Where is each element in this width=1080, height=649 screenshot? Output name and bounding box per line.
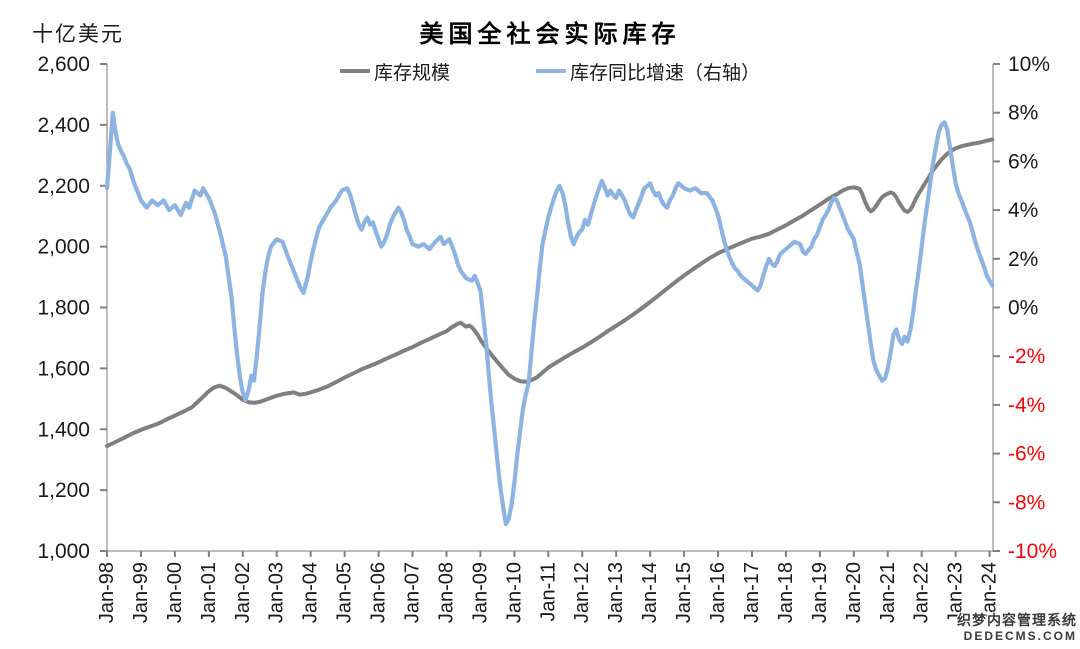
- x-axis-tick-label: Jan-06: [368, 562, 390, 623]
- right-axis-tick-label: -4%: [1008, 394, 1045, 417]
- x-axis-tick-label: Jan-24: [979, 562, 1001, 623]
- right-axis-tick-label: -10%: [1008, 540, 1057, 563]
- left-axis-tick-label: 2,600: [37, 53, 90, 76]
- x-axis-tick-label: Jan-23: [945, 562, 967, 623]
- left-axis-unit-label: 十亿美元: [32, 23, 124, 46]
- x-axis-tick-label: Jan-21: [877, 562, 899, 623]
- legend-item-yoy-growth: 库存同比增速（右轴）: [536, 58, 760, 85]
- x-axis-tick-label: Jan-12: [571, 562, 593, 623]
- series-line-inventory-level: [105, 137, 995, 448]
- gray-line-swatch-icon: [339, 69, 370, 73]
- right-axis-tick-label: -8%: [1008, 491, 1045, 514]
- legend-label-inventory-level: 库存规模: [373, 62, 450, 84]
- right-axis-tick-label: 10%: [1008, 53, 1050, 76]
- chart-legend: 库存规模 库存同比增速（右轴）: [107, 58, 993, 84]
- x-axis-tick-label: Jan-10: [503, 562, 525, 623]
- x-axis-tick-label: Jan-08: [435, 562, 457, 623]
- legend-item-inventory-level: 库存规模: [339, 58, 450, 85]
- x-axis-tick-label: Jan-13: [605, 562, 627, 623]
- x-axis-tick-label: Jan-07: [402, 562, 424, 623]
- left-axis-tick-label: 1,800: [37, 297, 90, 320]
- x-axis-tick-label: Jan-11: [537, 562, 559, 622]
- blue-line-swatch-icon: [536, 69, 566, 73]
- left-axis-tick-label: 1,400: [37, 418, 90, 441]
- x-axis-tick-label: Jan-17: [741, 562, 763, 623]
- x-axis-tick-label: Jan-09: [469, 562, 491, 623]
- x-axis-tick-label: Jan-20: [843, 562, 865, 623]
- x-axis-tick-label: Jan-14: [639, 562, 661, 623]
- left-axis-tick-label: 2,400: [37, 114, 90, 137]
- series-line-yoy-growth: [104, 110, 995, 527]
- right-axis-tick-label: 4%: [1008, 199, 1038, 222]
- x-axis-tick-label: Jan-99: [130, 562, 152, 623]
- watermark-en-text: DEDECMS.COM: [963, 629, 1077, 643]
- x-axis-tick-label: Jan-03: [266, 562, 288, 623]
- x-axis-tick-label: Jan-01: [198, 562, 220, 623]
- x-axis-tick-label: Jan-19: [809, 562, 831, 623]
- right-axis-tick-label: -2%: [1008, 345, 1045, 368]
- chart-title: 美国全社会实际库存: [419, 21, 681, 48]
- legend-label-yoy-growth: 库存同比增速（右轴）: [570, 62, 761, 84]
- right-axis-tick-label: -6%: [1008, 443, 1045, 466]
- left-axis-tick-label: 1,000: [37, 540, 90, 563]
- right-axis-tick-label: 2%: [1008, 248, 1038, 271]
- left-axis-tick-label: 2,200: [37, 175, 90, 198]
- watermark-cn-text: 织梦内容管理系统: [957, 611, 1077, 628]
- right-axis-tick-label: 0%: [1008, 297, 1038, 320]
- right-axis-tick-label: 8%: [1008, 102, 1038, 125]
- left-axis-tick-label: 1,200: [37, 479, 90, 502]
- x-axis-tick-label: Jan-00: [164, 562, 186, 623]
- x-axis-tick-label: Jan-16: [707, 562, 729, 623]
- x-axis-tick-label: Jan-05: [334, 562, 356, 623]
- watermark: 织梦内容管理系统 DEDECMS.COM: [957, 612, 1077, 645]
- x-axis-tick-label: Jan-18: [775, 562, 797, 623]
- left-axis-tick-label: 1,600: [37, 357, 90, 380]
- x-axis-tick-label: Jan-98: [96, 562, 118, 623]
- x-axis-tick-label: Jan-02: [232, 562, 254, 623]
- x-axis-tick-label: Jan-15: [673, 562, 695, 623]
- left-axis-tick-label: 2,000: [37, 236, 90, 259]
- x-axis-tick-label: Jan-22: [911, 562, 933, 623]
- x-axis-tick-label: Jan-04: [300, 562, 322, 623]
- right-axis-tick-label: 6%: [1008, 150, 1038, 173]
